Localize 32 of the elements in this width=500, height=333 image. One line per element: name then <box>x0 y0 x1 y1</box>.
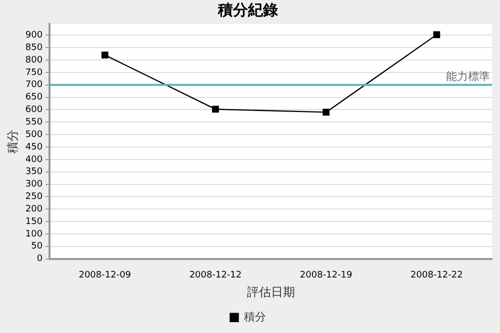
y-tick-label: 750 <box>25 68 43 78</box>
y-axis-title: 積分 <box>5 129 20 154</box>
chart-title: 積分紀錄 <box>217 0 278 19</box>
y-tick-label: 400 <box>25 154 43 165</box>
y-tick-label: 500 <box>25 130 43 140</box>
x-tick-label: 2008-12-19 <box>300 270 353 281</box>
point <box>322 108 330 116</box>
y-tick-label: 800 <box>25 55 43 66</box>
x-tick-label: 2008-12-09 <box>78 270 132 281</box>
y-tick-label: 350 <box>25 167 43 178</box>
y-tick-label: 300 <box>25 180 43 190</box>
y-tick-label: 900 <box>25 30 43 41</box>
y-tick-label: 0 <box>36 254 43 264</box>
y-tick-label: 550 <box>25 117 43 128</box>
y-tick-label: 700 <box>25 80 43 90</box>
y-tick-label: 150 <box>25 216 43 227</box>
x-tick-label: 2008-12-22 <box>410 270 463 281</box>
point <box>101 52 108 58</box>
y-tick-label: 200 <box>25 204 43 214</box>
y-tick-label: 850 <box>25 42 43 53</box>
y-tick-label: 100 <box>25 229 43 240</box>
ref-line-label: 能力標準 <box>446 70 490 84</box>
y-tick-label: 650 <box>25 92 43 103</box>
point <box>212 106 219 113</box>
y-tick-label: 450 <box>25 142 43 152</box>
x-axis-title: 評估日期 <box>246 284 295 299</box>
y-tick-label: 50 <box>31 242 43 252</box>
y-tick-label: 250 <box>25 192 43 202</box>
point <box>433 31 440 38</box>
y-tick-label: 600 <box>25 105 43 116</box>
legend-label: 積分 <box>244 310 266 324</box>
x-tick-label: 2008-12-12 <box>189 270 242 281</box>
